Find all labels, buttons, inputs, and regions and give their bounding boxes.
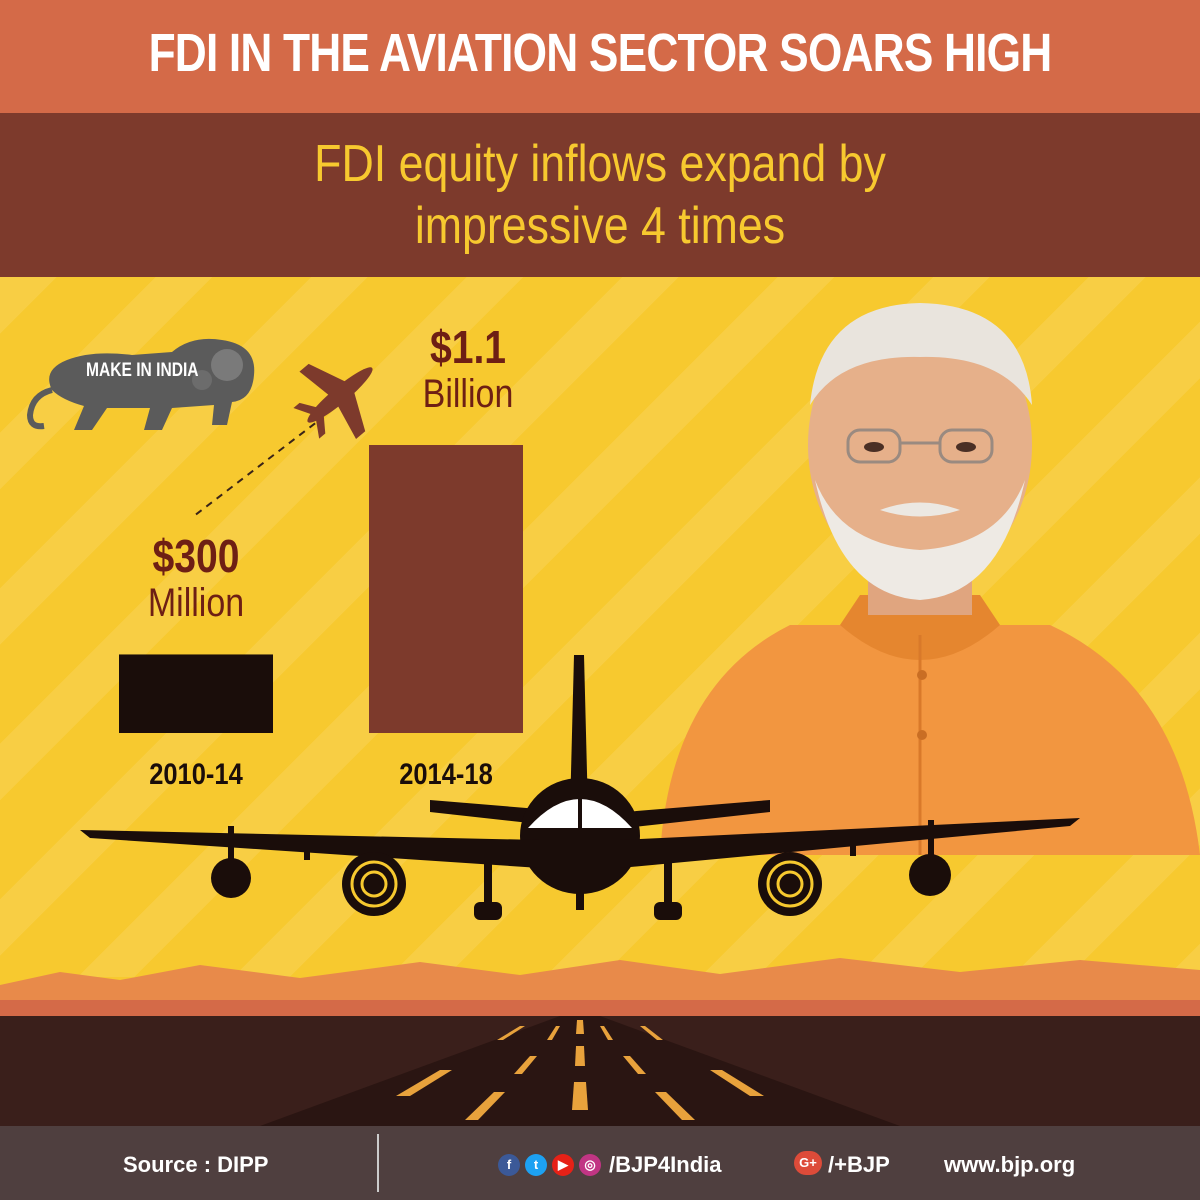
footer-divider bbox=[377, 1134, 379, 1192]
tarmac bbox=[0, 1016, 1200, 1126]
bar-value-amount: $1.1 bbox=[429, 321, 507, 373]
bar-value-amount: $300 bbox=[152, 530, 240, 583]
footer-bar: Source : DIPP f t ▶ ◎ /BJP4India G+ /+BJ… bbox=[0, 1126, 1200, 1200]
page-title: FDI IN THE AVIATION SECTOR SOARS HIGH bbox=[148, 23, 1053, 83]
google-plus-icon[interactable]: G+ bbox=[794, 1151, 822, 1175]
facebook-icon[interactable]: f bbox=[498, 1154, 520, 1176]
runway bbox=[260, 1016, 900, 1126]
youtube-icon[interactable]: ▶ bbox=[552, 1154, 574, 1176]
social-handle[interactable]: /BJP4India bbox=[609, 1152, 722, 1177]
make-in-india-text: MAKE IN INDIA bbox=[86, 360, 199, 381]
x-tick-label: 2010-14 bbox=[149, 758, 243, 791]
subtitle-band: FDI equity inflows expand by impressive … bbox=[0, 113, 1200, 277]
website-link[interactable]: www.bjp.org bbox=[944, 1152, 1076, 1177]
title-band: FDI IN THE AVIATION SECTOR SOARS HIGH bbox=[0, 0, 1200, 113]
social-links: f t ▶ ◎ /BJP4India bbox=[498, 1152, 721, 1178]
google-plus-handle[interactable]: /+BJP bbox=[828, 1152, 890, 1177]
page-subtitle: FDI equity inflows expand by impressive … bbox=[84, 133, 1116, 257]
subtitle-line-2: impressive 4 times bbox=[414, 197, 786, 255]
bar-value-unit: Billion bbox=[422, 372, 514, 416]
twitter-icon[interactable]: t bbox=[525, 1154, 547, 1176]
instagram-icon[interactable]: ◎ bbox=[579, 1154, 601, 1176]
make-in-india-lion-logo bbox=[26, 338, 255, 430]
source-text: Source : DIPP bbox=[123, 1152, 269, 1177]
ground-band bbox=[0, 1000, 1200, 1018]
runway-markings bbox=[396, 1020, 764, 1120]
portrait-illustration bbox=[660, 303, 1200, 855]
bar-value-unit: Million bbox=[147, 581, 245, 626]
x-tick-label: 2014-18 bbox=[399, 758, 493, 791]
subtitle-line-1: FDI equity inflows expand by bbox=[314, 135, 886, 193]
